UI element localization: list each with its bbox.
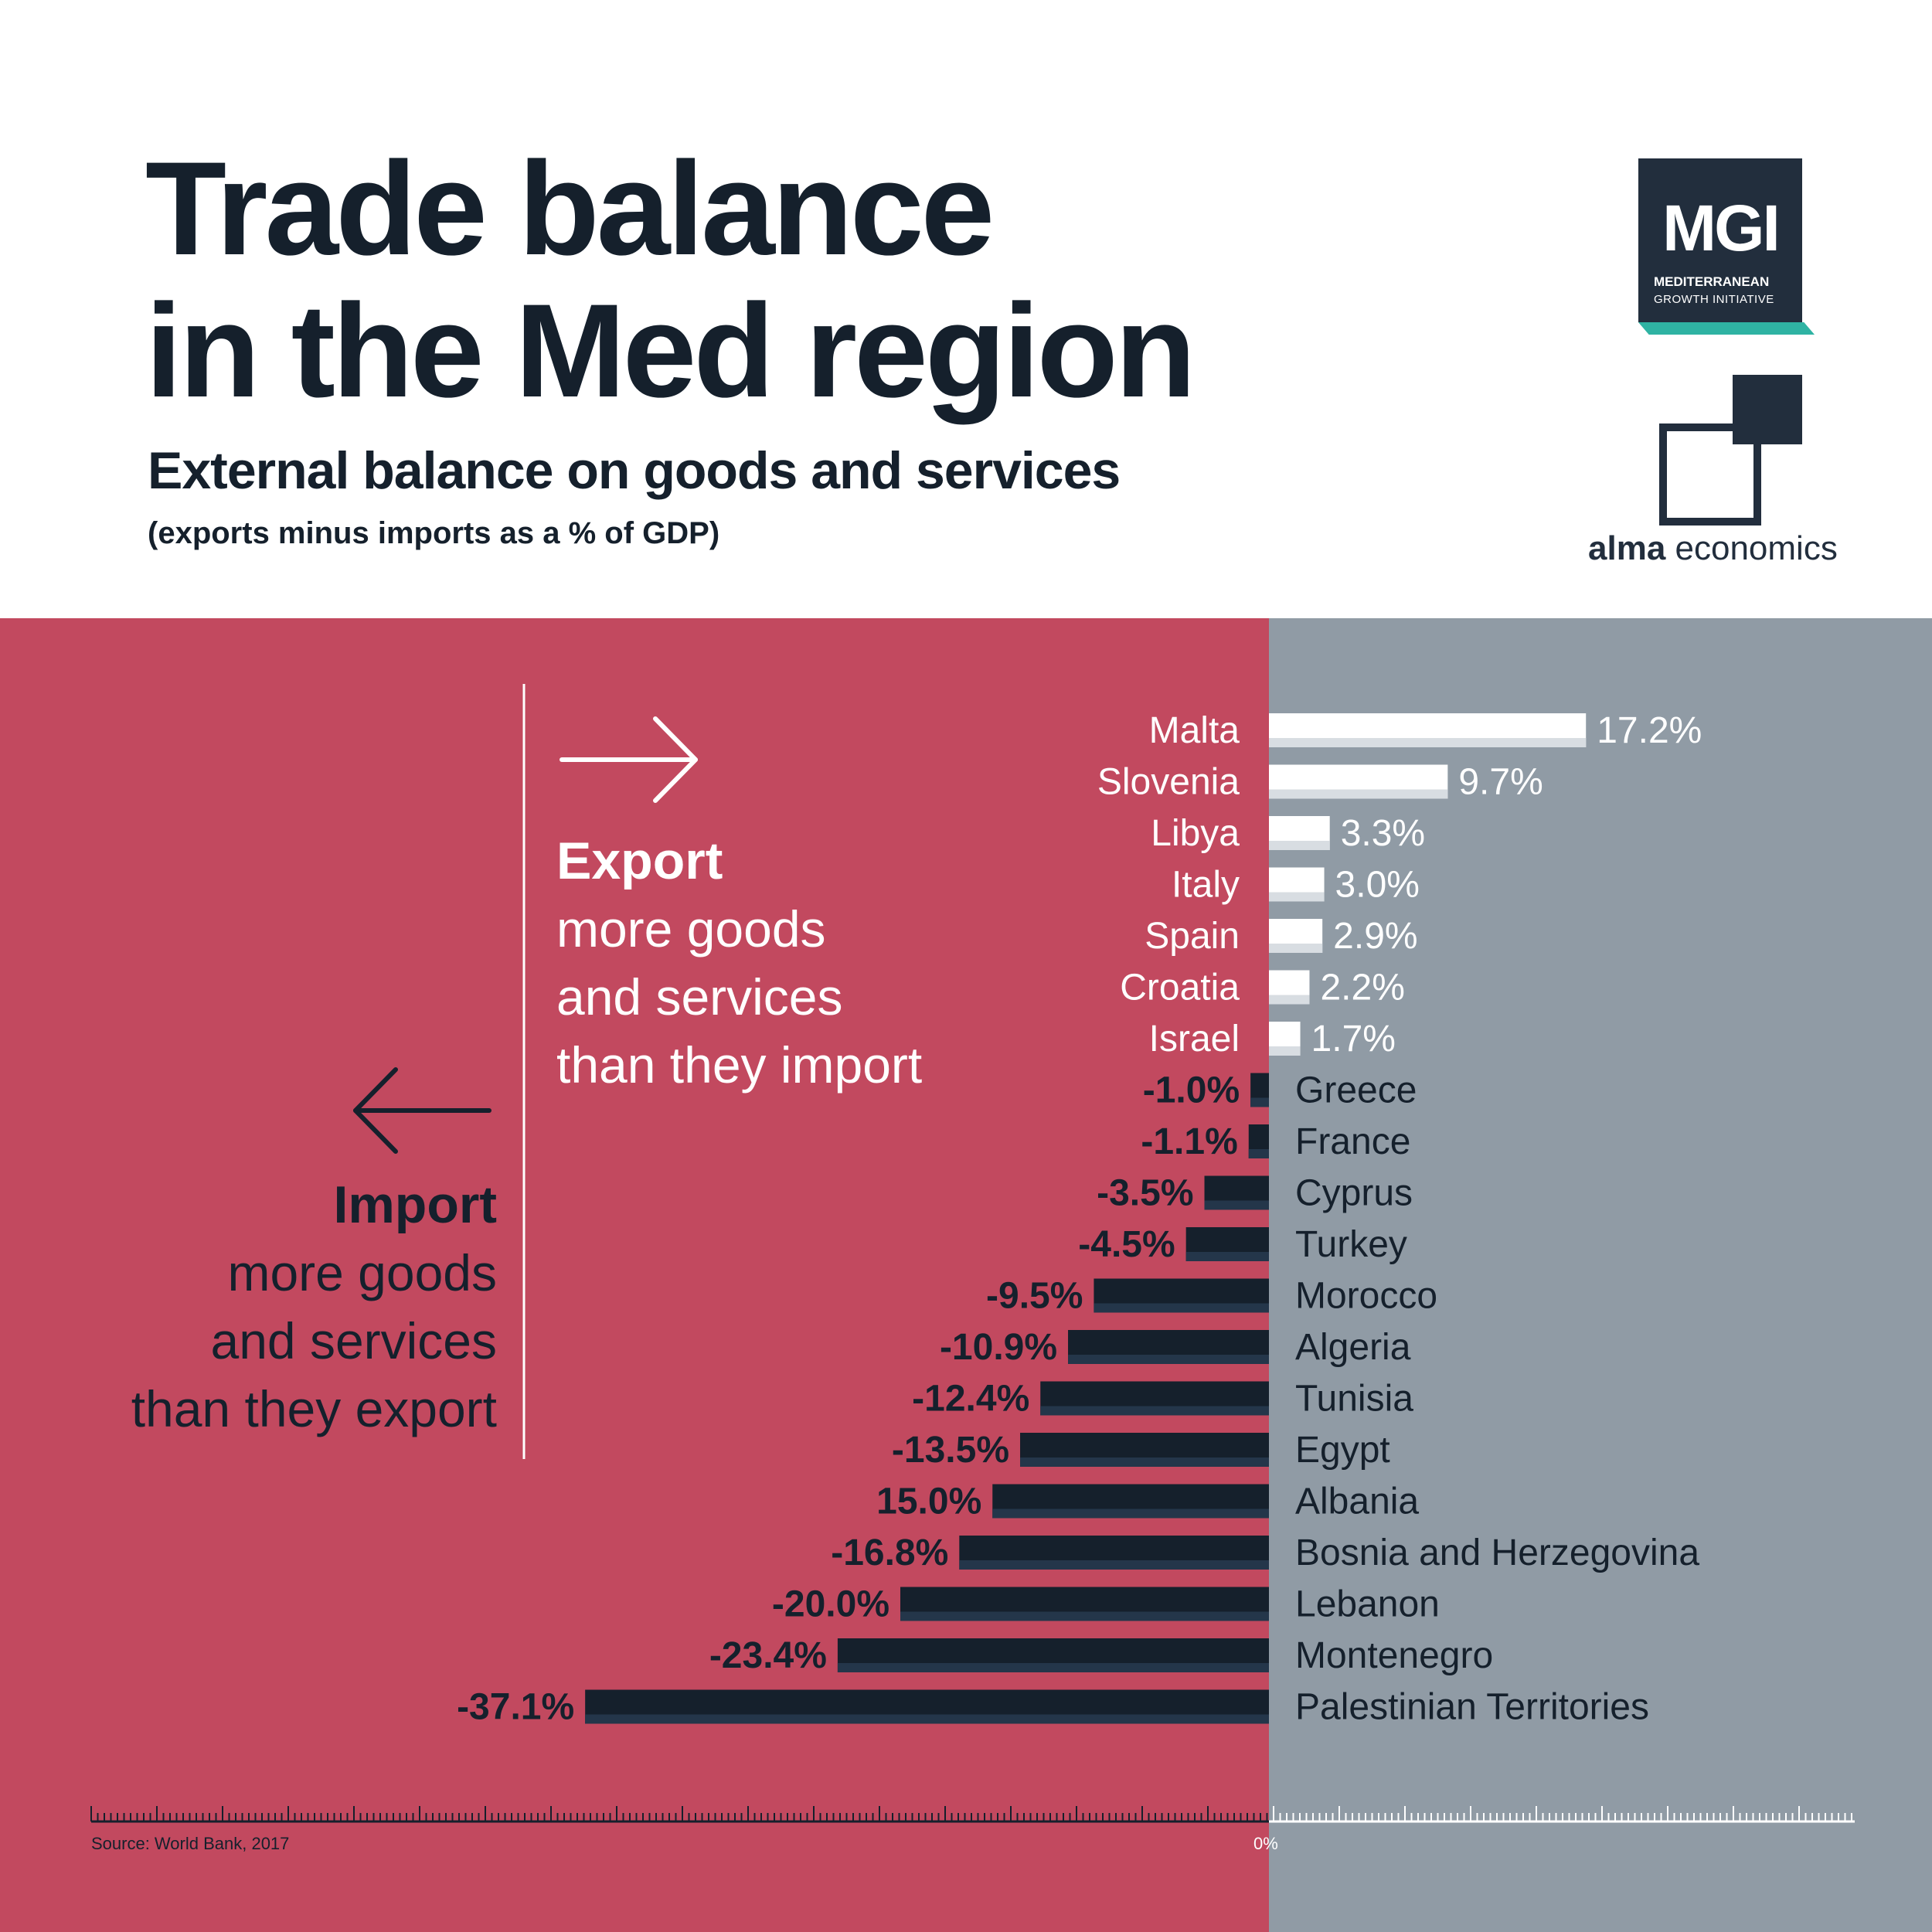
import-line-2: and services <box>210 1312 497 1369</box>
alma-logo-mark <box>1659 375 1802 526</box>
export-heading: Export <box>556 832 723 890</box>
category-label-turkey: Turkey <box>1295 1224 1407 1265</box>
alma-logo-text: alma economics <box>1588 529 1838 568</box>
value-label-albania: 15.0% <box>876 1481 981 1522</box>
bar-shade-algeria <box>1068 1355 1269 1364</box>
mgi-logo-letters: MGI <box>1662 192 1781 264</box>
mgi-logo-line-2: GROWTH INITIATIVE <box>1654 293 1774 306</box>
category-label-france: France <box>1295 1121 1410 1162</box>
bar-shade-lebanon <box>900 1611 1269 1621</box>
category-label-tunisia: Tunisia <box>1295 1379 1413 1420</box>
value-label-egypt: -13.5% <box>892 1430 1009 1471</box>
category-label-libya: Libya <box>1151 813 1240 854</box>
bar-shade-palestinian-territories <box>585 1714 1269 1724</box>
arrow-left-icon <box>353 1067 492 1154</box>
mgi-logo-box <box>1638 158 1802 322</box>
bar-shade-tunisia <box>1040 1406 1269 1416</box>
mgi-logo-accent <box>1638 322 1815 335</box>
export-line-3: than they import <box>556 1036 923 1094</box>
bar-shade-bosnia-and-herzegovina <box>959 1560 1269 1570</box>
bar-shade-egypt <box>1020 1458 1269 1467</box>
export-line-1: more goods <box>556 900 826 957</box>
category-label-cyprus: Cyprus <box>1295 1173 1413 1214</box>
category-label-spain: Spain <box>1145 916 1240 957</box>
import-annotation: Import more goods and services than they… <box>0 1171 497 1443</box>
bar-shade-france <box>1248 1149 1269 1158</box>
bar-shade-malta <box>1269 738 1587 747</box>
value-label-croatia: 2.2% <box>1320 968 1404 1009</box>
mgi-logo-line-1: MEDITERRANEAN <box>1654 274 1770 289</box>
category-label-egypt: Egypt <box>1295 1430 1390 1471</box>
bar-shade-morocco <box>1094 1303 1269 1313</box>
title-line-2: in the Med region <box>145 277 1196 425</box>
category-label-israel: Israel <box>1149 1019 1240 1060</box>
bar-shade-greece <box>1250 1097 1269 1107</box>
mgi-logo: MGI MEDITERRANEAN GROWTH INITIATIVE <box>1638 158 1816 336</box>
bars-layer: 17.2% Malta 9.7% Slovenia 3.3% Libya 3.0% Italy… <box>457 710 1702 1728</box>
positive-panel <box>1269 618 1932 1932</box>
category-label-montenegro: Montenegro <box>1295 1635 1493 1676</box>
value-label-morocco: -9.5% <box>986 1276 1083 1317</box>
value-label-tunisia: -12.4% <box>912 1379 1029 1420</box>
page-title: Trade balance in the Med region <box>145 134 1196 425</box>
header: Trade balance in the Med region External… <box>0 0 1932 618</box>
alma-logo-bold: alma <box>1588 529 1666 567</box>
category-label-albania: Albania <box>1295 1481 1419 1522</box>
value-label-algeria: -10.9% <box>940 1327 1057 1368</box>
subtitle: External balance on goods and services <box>148 441 1121 500</box>
value-label-malta: 17.2% <box>1597 710 1702 751</box>
bar-shade-italy <box>1269 892 1325 902</box>
bar-shade-montenegro <box>837 1663 1269 1672</box>
value-label-bosnia-and-herzegovina: -16.8% <box>831 1532 948 1573</box>
bar-chart: 17.2% Malta 9.7% Slovenia 3.3% Libya 3.0% Italy… <box>0 618 1932 1932</box>
source-note: Source: World Bank, 2017 <box>91 1834 290 1853</box>
category-label-italy: Italy <box>1172 865 1240 906</box>
bar-shade-cyprus <box>1204 1200 1269 1210</box>
zero-axis-label: 0% <box>1253 1834 1278 1853</box>
category-label-algeria: Algeria <box>1295 1327 1411 1368</box>
value-label-libya: 3.3% <box>1341 813 1425 854</box>
category-label-slovenia: Slovenia <box>1097 762 1240 803</box>
bar-shade-albania <box>992 1509 1269 1519</box>
category-label-morocco: Morocco <box>1295 1276 1437 1317</box>
value-label-palestinian-territories: -37.1% <box>457 1687 574 1728</box>
bar-shade-croatia <box>1269 995 1310 1005</box>
value-label-cyprus: -3.5% <box>1097 1173 1193 1214</box>
category-label-bosnia-and-herzegovina: Bosnia and Herzegovina <box>1295 1532 1699 1573</box>
bar-shade-libya <box>1269 841 1330 850</box>
bar-shade-slovenia <box>1269 789 1448 799</box>
value-label-israel: 1.7% <box>1311 1019 1396 1060</box>
import-line-1: more goods <box>227 1244 497 1301</box>
subtitle-note: (exports minus imports as a % of GDP) <box>148 516 720 550</box>
value-label-turkey: -4.5% <box>1078 1224 1175 1265</box>
bar-shade-turkey <box>1185 1252 1269 1261</box>
value-label-greece: -1.0% <box>1143 1070 1240 1111</box>
arrow-right-icon <box>560 716 698 803</box>
export-line-2: and services <box>556 968 843 1026</box>
category-label-malta: Malta <box>1149 710 1240 751</box>
title-line-1: Trade balance <box>145 134 995 283</box>
import-heading: Import <box>333 1175 497 1234</box>
category-label-croatia: Croatia <box>1120 968 1240 1009</box>
value-label-italy: 3.0% <box>1335 865 1420 906</box>
export-annotation: Export more goods and services than they… <box>556 827 922 1099</box>
value-label-montenegro: -23.4% <box>709 1635 827 1676</box>
value-label-france: -1.1% <box>1141 1121 1237 1162</box>
value-label-spain: 2.9% <box>1333 916 1417 957</box>
alma-logo-rest: economics <box>1665 529 1838 567</box>
category-label-greece: Greece <box>1295 1070 1417 1111</box>
category-label-palestinian-territories: Palestinian Territories <box>1295 1687 1649 1728</box>
bar-shade-spain <box>1269 944 1323 953</box>
bar-shade-israel <box>1269 1046 1301 1056</box>
x-axis-ruler <box>90 1806 1855 1823</box>
category-label-lebanon: Lebanon <box>1295 1584 1440 1625</box>
value-label-slovenia: 9.7% <box>1458 762 1543 803</box>
import-line-3: than they export <box>131 1380 497 1437</box>
value-label-lebanon: -20.0% <box>772 1584 889 1625</box>
